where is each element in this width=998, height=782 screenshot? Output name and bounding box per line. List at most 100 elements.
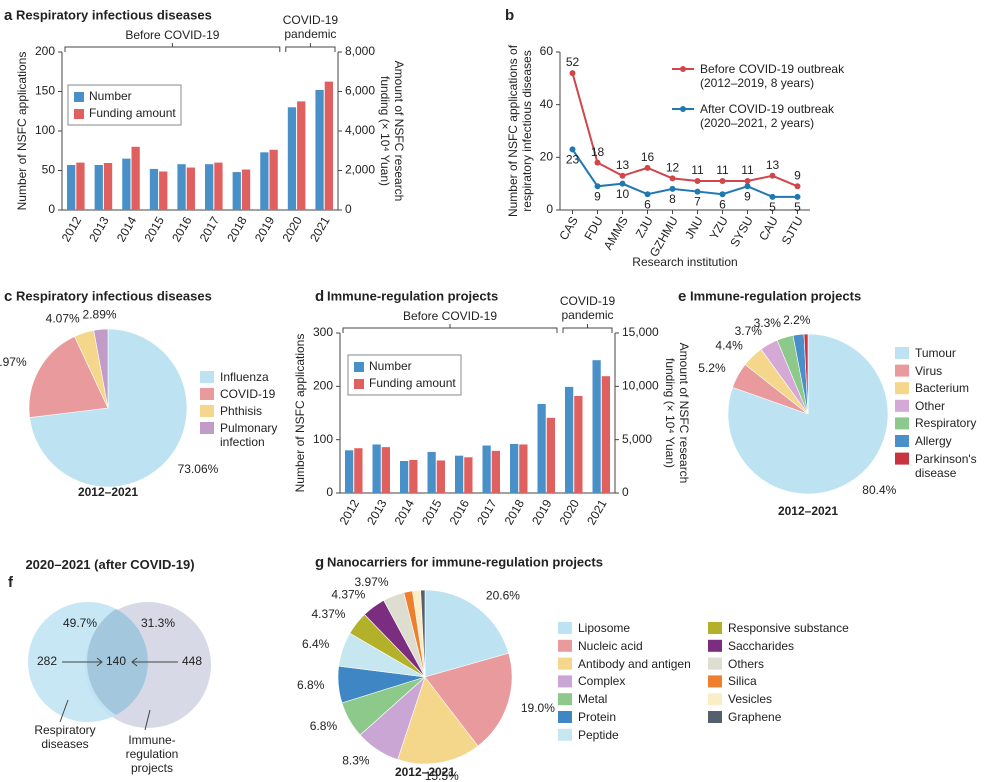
bar	[574, 395, 583, 493]
bar	[297, 101, 306, 210]
panel-label: f	[8, 574, 14, 591]
data-label: 16	[641, 150, 655, 164]
y-tick-label: 200	[35, 44, 55, 58]
point	[769, 193, 776, 200]
y-tick-label: 0	[546, 202, 553, 216]
bracket	[342, 324, 558, 333]
legend-label: Funding amount	[369, 376, 456, 390]
annotation: COVID-19 pandemic	[282, 13, 339, 41]
x-tick-label: YZU	[707, 214, 731, 242]
legend-label: Pulmonary infection	[220, 421, 278, 449]
legend-label: COVID-19	[220, 387, 276, 401]
legend-label: Vesicles	[728, 692, 773, 707]
data-label: 9	[744, 189, 751, 203]
panel-label: g	[315, 554, 324, 571]
data-label: 10	[616, 187, 630, 201]
legend-label: Other	[915, 398, 946, 413]
bar	[436, 460, 445, 493]
venn-overlap	[87, 609, 148, 715]
bar	[409, 459, 418, 493]
legend-label: Peptide	[578, 727, 619, 742]
data-label: 11	[716, 163, 729, 177]
legend-label: Responsive substance	[728, 621, 849, 635]
bar	[519, 444, 528, 493]
annotation: Before COVID-19	[403, 309, 497, 323]
series-line	[571, 72, 798, 188]
data-label: 11	[691, 163, 704, 177]
y-tick-label: 200	[313, 379, 333, 393]
y-tick-label: 100	[313, 432, 333, 446]
y-tick-label: 40	[540, 97, 554, 111]
arrow	[131, 657, 178, 667]
bar	[76, 162, 85, 210]
legend-swatch	[200, 371, 214, 383]
legend-label: Allergy	[915, 434, 952, 448]
legend-label: Complex	[578, 674, 626, 689]
legend-label: Number	[89, 89, 132, 103]
legend-label: After COVID-19 outbreak (2020–2021, 2 ye…	[700, 102, 835, 130]
y2-axis-title: Amount of NSFC research funding (× 10⁴ Y…	[378, 60, 406, 202]
legend-swatch	[895, 364, 909, 377]
panel-label: d	[315, 288, 324, 305]
point	[694, 188, 701, 195]
point	[694, 178, 701, 185]
legend-swatch	[74, 109, 84, 119]
data-label: 19.0%	[521, 701, 555, 715]
legend-swatch	[354, 379, 364, 389]
panel-label: b	[505, 7, 514, 24]
share-label: 49.7%	[63, 616, 97, 630]
point	[669, 175, 676, 182]
point	[569, 146, 576, 153]
data-label: 5	[794, 200, 801, 214]
legend-swatch	[558, 657, 572, 670]
data-label: 6	[719, 197, 726, 211]
legend-swatch	[708, 657, 722, 670]
pie-subtitle: 2012–2021	[78, 485, 138, 499]
y2-tick-label: 0	[622, 485, 629, 499]
data-label: 13	[616, 158, 630, 172]
x-tick-label: 2021	[307, 214, 333, 244]
bar	[537, 403, 546, 493]
panel-label: a	[4, 7, 13, 24]
legend-swatch	[558, 675, 572, 688]
leader	[59, 699, 69, 723]
pie-slice	[424, 589, 510, 678]
legend-swatch	[708, 675, 722, 688]
x-tick-label: 2017	[474, 497, 500, 527]
bar	[131, 146, 140, 210]
panel-title: Immune-regulation projects	[690, 288, 861, 303]
x-tick-label: 2016	[447, 497, 473, 527]
legend-swatch	[708, 693, 722, 706]
bar	[149, 168, 159, 210]
bar	[287, 107, 297, 210]
point	[619, 180, 626, 187]
legend-label: Number	[369, 359, 412, 373]
bar	[491, 450, 500, 493]
panel-title: Respiratory infectious diseases	[16, 288, 212, 303]
legend-label: Saccharides	[728, 638, 795, 653]
bar	[315, 89, 324, 210]
point	[594, 183, 601, 190]
data-label: 2.89%	[83, 308, 117, 322]
x-tick-label: CAS	[556, 214, 580, 242]
legend-swatch	[895, 452, 909, 465]
bar	[381, 447, 390, 493]
x-tick-label: FDU	[581, 214, 605, 242]
legend-swatch	[354, 362, 364, 372]
panel-title: Immune-regulation projects	[327, 288, 498, 303]
legend-swatch	[200, 388, 214, 400]
point	[669, 185, 676, 192]
pie-slice	[420, 589, 426, 678]
bar	[345, 450, 354, 493]
data-label: 5	[769, 200, 776, 214]
bar	[205, 164, 214, 210]
x-tick-label: SYSU	[727, 214, 755, 249]
legend-label: Bacterium	[915, 381, 970, 396]
legend-swatch	[895, 417, 909, 430]
point	[569, 70, 576, 77]
data-label: 6.8%	[297, 678, 325, 692]
x-tick-label: 2015	[419, 497, 445, 527]
bar	[186, 167, 195, 210]
x-tick-label: 2020	[557, 497, 583, 527]
bracket	[64, 43, 281, 52]
